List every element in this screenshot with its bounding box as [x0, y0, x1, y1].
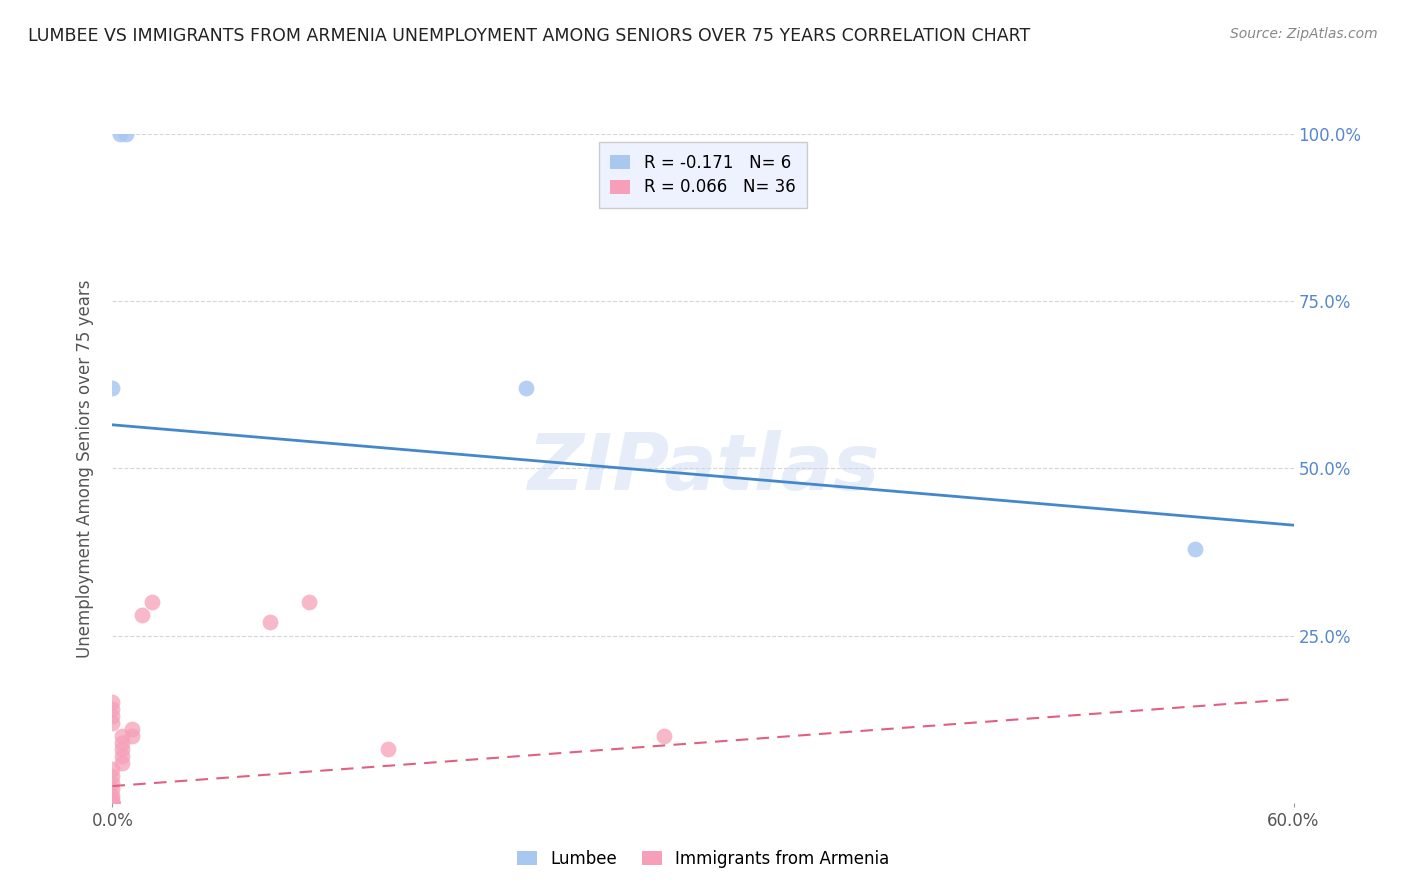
Text: ZIPatlas: ZIPatlas — [527, 430, 879, 507]
Text: Source: ZipAtlas.com: Source: ZipAtlas.com — [1230, 27, 1378, 41]
Point — [101, 381, 124, 395]
Point — [298, 595, 321, 609]
Point — [111, 729, 134, 743]
Point — [101, 702, 124, 716]
Point — [111, 749, 134, 764]
Point — [101, 796, 124, 810]
Point — [111, 756, 134, 770]
Point — [101, 769, 124, 783]
Point — [101, 796, 124, 810]
Point — [101, 782, 124, 797]
Point — [101, 796, 124, 810]
Point — [101, 792, 124, 806]
Point — [1184, 541, 1206, 556]
Point — [101, 796, 124, 810]
Point — [101, 796, 124, 810]
Point — [652, 729, 675, 743]
Point — [101, 796, 124, 810]
Point — [101, 762, 124, 776]
Point — [101, 708, 124, 723]
Point — [101, 775, 124, 790]
Point — [101, 796, 124, 810]
Point — [111, 742, 134, 756]
Point — [101, 796, 124, 810]
Point — [131, 608, 153, 623]
Legend: Lumbee, Immigrants from Armenia: Lumbee, Immigrants from Armenia — [510, 844, 896, 875]
Point — [101, 796, 124, 810]
Point — [141, 595, 163, 609]
Point — [101, 696, 124, 710]
Point — [121, 723, 143, 737]
Point — [515, 381, 537, 395]
Point — [259, 615, 281, 630]
Point — [121, 729, 143, 743]
Y-axis label: Unemployment Among Seniors over 75 years: Unemployment Among Seniors over 75 years — [76, 279, 94, 657]
Point — [101, 796, 124, 810]
Point — [101, 715, 124, 730]
Point — [101, 796, 124, 810]
Point — [101, 796, 124, 810]
Point — [101, 796, 124, 810]
Point — [111, 735, 134, 749]
Point — [101, 796, 124, 810]
Point — [115, 127, 138, 141]
Point — [101, 789, 124, 803]
Point — [377, 742, 399, 756]
Point — [110, 127, 132, 141]
Text: LUMBEE VS IMMIGRANTS FROM ARMENIA UNEMPLOYMENT AMONG SENIORS OVER 75 YEARS CORRE: LUMBEE VS IMMIGRANTS FROM ARMENIA UNEMPL… — [28, 27, 1031, 45]
